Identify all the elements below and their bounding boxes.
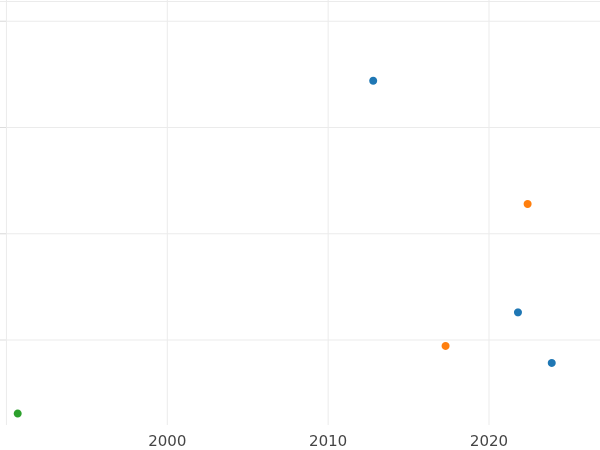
x-tick-label: 2000 <box>148 432 186 450</box>
x-tick-label: 2010 <box>309 432 347 450</box>
data-point-series-1 <box>547 358 556 367</box>
x-axis-ticks: 2000 2010 2020 <box>148 432 508 450</box>
data-point-series-1 <box>513 308 522 317</box>
data-point-series-2 <box>523 200 532 208</box>
grid <box>0 0 600 425</box>
data-point-series-1 <box>369 76 378 85</box>
plot-background <box>0 0 600 425</box>
data-points <box>13 76 556 418</box>
x-tick-label: 2020 <box>470 432 508 450</box>
data-point-series-3 <box>13 409 22 418</box>
data-point-series-2 <box>441 341 450 350</box>
